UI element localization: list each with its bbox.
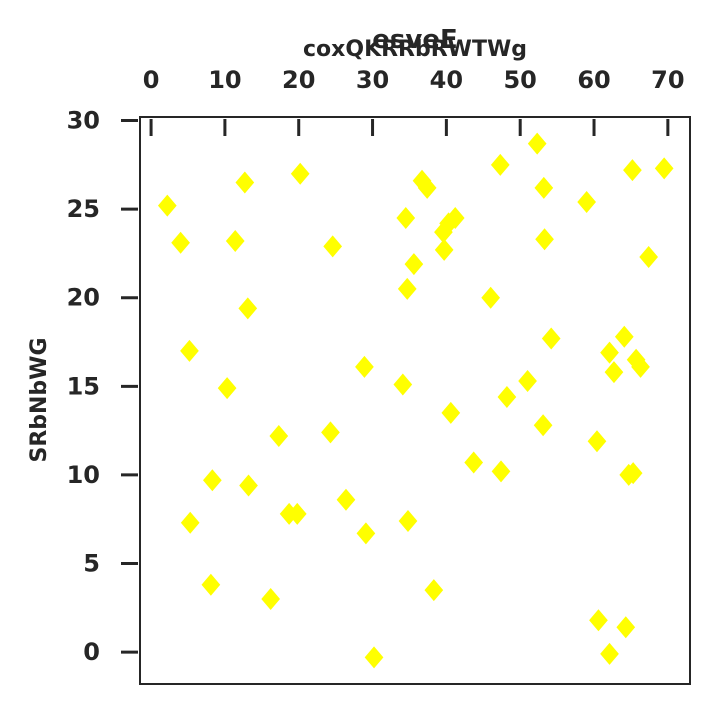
data-point [157, 194, 177, 217]
y-axis-ticks: 0 5 10 15 20 25 30 [67, 107, 138, 666]
data-point [518, 370, 537, 393]
data-point [497, 385, 517, 408]
data-point [171, 231, 190, 254]
data-point [589, 609, 608, 632]
y-tick-label: 25 [67, 195, 100, 223]
data-point [290, 162, 310, 185]
data-point [287, 502, 307, 525]
data-point [491, 460, 511, 483]
data-point [201, 573, 221, 596]
data-point [654, 157, 674, 180]
data-point [600, 642, 619, 665]
data-point [604, 361, 624, 384]
data-point [439, 212, 458, 235]
data-point [434, 238, 454, 261]
data-point [225, 230, 245, 253]
data-point [535, 228, 554, 251]
data-point [587, 430, 607, 453]
data-point [616, 616, 636, 639]
data-point [527, 132, 547, 155]
y-tick-label: 30 [67, 107, 100, 135]
y-tick-label: 20 [67, 284, 100, 312]
chart-title: esveE [372, 25, 457, 55]
data-point [217, 377, 237, 400]
data-point [356, 522, 376, 545]
data-point [441, 401, 461, 424]
x-tick-label: 60 [577, 66, 610, 94]
x-tick-label: 70 [651, 66, 684, 94]
x-axis-ticks: 0 10 20 30 40 50 60 70 [143, 66, 685, 136]
data-point [404, 253, 424, 276]
data-point [600, 341, 619, 364]
x-tick-label: 10 [208, 66, 241, 94]
y-tick-label: 0 [83, 638, 100, 666]
data-point [424, 579, 444, 602]
data-point [396, 206, 416, 229]
data-point [336, 488, 356, 511]
data-point [397, 277, 417, 300]
y-tick-label: 5 [83, 550, 100, 578]
data-point [464, 451, 484, 474]
data-point [577, 191, 596, 214]
data-point [541, 327, 561, 350]
data-points [157, 132, 674, 669]
data-point [180, 339, 199, 362]
data-point [445, 206, 465, 229]
data-point [534, 176, 554, 199]
data-point [355, 355, 374, 378]
data-point [417, 176, 437, 199]
plot-area-frame [139, 116, 691, 685]
data-point [614, 325, 634, 348]
data-point [631, 355, 650, 378]
data-point [398, 509, 418, 532]
data-point [239, 474, 258, 497]
data-point [269, 424, 289, 447]
x-tick-label: 50 [503, 66, 536, 94]
data-point [393, 373, 413, 396]
data-point [323, 235, 343, 258]
data-point [235, 171, 255, 194]
data-point [623, 159, 642, 182]
data-point [490, 153, 510, 176]
data-point [261, 587, 281, 610]
x-tick-label: 40 [430, 66, 463, 94]
x-tick-label: 20 [282, 66, 315, 94]
data-point [238, 297, 258, 320]
data-point [481, 286, 501, 309]
data-point [364, 646, 384, 669]
data-point [202, 469, 222, 492]
y-tick-label: 10 [67, 461, 100, 489]
data-point [321, 421, 340, 444]
data-point [623, 462, 643, 485]
x-tick-label: 30 [356, 66, 389, 94]
x-tick-label: 0 [143, 66, 160, 94]
y-axis-label: SRbNbWG [27, 337, 52, 462]
data-point [180, 511, 200, 534]
data-point [626, 348, 646, 371]
y-tick-label: 15 [67, 372, 100, 400]
data-point [639, 245, 659, 268]
data-point [533, 414, 553, 437]
data-point [434, 221, 453, 244]
x-axis-label: coxQKRRbRWTWg [303, 37, 527, 62]
